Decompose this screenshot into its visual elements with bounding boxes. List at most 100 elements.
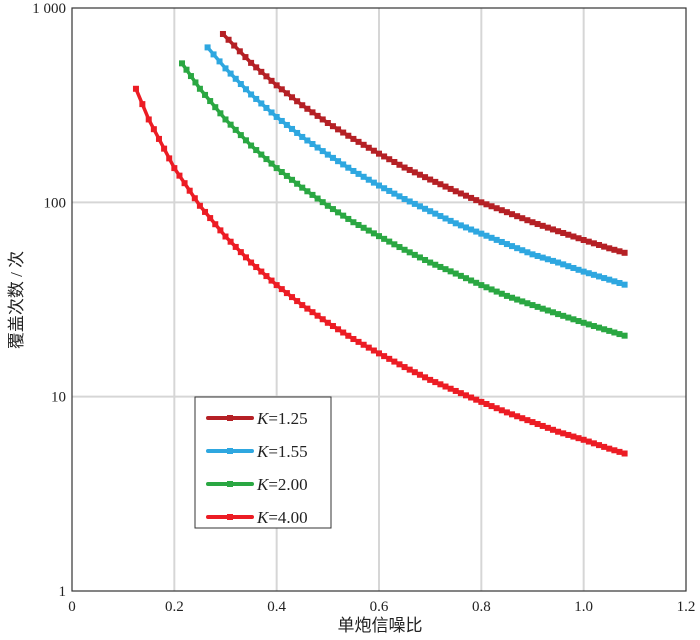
data-point (329, 323, 336, 330)
data-point (503, 409, 510, 416)
data-point (462, 275, 469, 282)
data-point (350, 336, 357, 343)
data-point (468, 194, 475, 201)
data-point (468, 394, 475, 401)
data-point (539, 305, 546, 312)
data-point (278, 169, 285, 176)
data-point (488, 286, 495, 293)
data-point (457, 190, 464, 197)
data-point (514, 245, 521, 252)
data-point (493, 288, 500, 295)
data-point (350, 219, 357, 226)
data-point (596, 442, 603, 449)
data-point (422, 174, 429, 181)
data-point (355, 338, 362, 345)
data-point (401, 364, 408, 371)
data-point (555, 259, 562, 266)
data-point (304, 188, 311, 195)
data-point (483, 400, 490, 407)
data-point (590, 240, 597, 247)
data-point (355, 138, 362, 145)
data-point (416, 254, 423, 261)
data-point (350, 135, 357, 142)
data-point (340, 161, 347, 168)
data-point (575, 318, 582, 325)
data-point (309, 109, 316, 116)
data-point (406, 366, 413, 373)
data-point (534, 303, 541, 310)
data-point (207, 215, 214, 222)
data-point (519, 215, 526, 222)
data-point (432, 261, 439, 268)
data-point (376, 350, 382, 357)
data-point (155, 135, 162, 142)
legend-k-symbol: K (256, 409, 270, 428)
data-point (565, 431, 572, 438)
data-point (544, 424, 551, 431)
data-point (350, 167, 357, 174)
data-point (611, 246, 618, 253)
data-point (355, 222, 362, 229)
data-point (227, 238, 234, 245)
data-point (237, 249, 244, 256)
data-point (268, 160, 275, 167)
legend-k-value: =2.00 (268, 475, 307, 494)
data-point (365, 144, 372, 151)
data-point (529, 419, 536, 426)
data-point (406, 249, 413, 256)
data-point (335, 209, 342, 216)
data-point (473, 197, 480, 204)
data-point (355, 170, 362, 177)
data-point (406, 166, 413, 173)
data-point (294, 180, 301, 187)
data-point (493, 205, 500, 212)
data-point (570, 433, 577, 440)
data-point (381, 235, 388, 242)
data-point (232, 75, 239, 82)
data-point (345, 164, 352, 171)
data-point (462, 192, 469, 199)
data-point (524, 300, 531, 307)
legend-marker (227, 514, 233, 520)
data-point (386, 187, 393, 194)
data-point (498, 407, 505, 414)
data-point (437, 381, 444, 388)
data-point (427, 176, 434, 183)
data-point (273, 165, 280, 172)
data-point (611, 329, 618, 336)
data-point (411, 369, 418, 376)
data-point (294, 129, 301, 136)
x-tick-label: 0 (68, 599, 76, 615)
data-point (580, 436, 587, 443)
data-point (534, 421, 541, 428)
data-point (570, 264, 577, 271)
x-tick-label: 0.2 (165, 599, 184, 615)
data-point (447, 268, 454, 275)
legend-label: K=1.25 (256, 409, 308, 428)
data-point (237, 132, 244, 139)
x-tick-label: 0.6 (370, 599, 389, 615)
data-point (340, 329, 347, 336)
legend-k-value: =1.25 (268, 409, 307, 428)
data-point (549, 426, 556, 433)
x-tick-label: 1.2 (677, 599, 696, 615)
data-point (509, 411, 516, 418)
legend: K=1.25K=1.55K=2.00K=4.00 (194, 396, 332, 529)
data-point (483, 232, 490, 239)
data-point (294, 298, 301, 305)
x-tick-label: 0.4 (267, 599, 286, 615)
data-point (606, 445, 613, 452)
data-point (273, 82, 280, 89)
data-point (549, 309, 556, 316)
data-point (447, 385, 454, 392)
data-point (217, 227, 224, 234)
data-point (242, 86, 249, 93)
data-point (289, 125, 296, 132)
data-point (442, 383, 449, 390)
data-point (560, 312, 567, 319)
data-point (248, 91, 255, 98)
data-point (360, 224, 367, 231)
data-point (227, 121, 234, 128)
data-point (560, 430, 567, 437)
data-point (478, 282, 485, 289)
